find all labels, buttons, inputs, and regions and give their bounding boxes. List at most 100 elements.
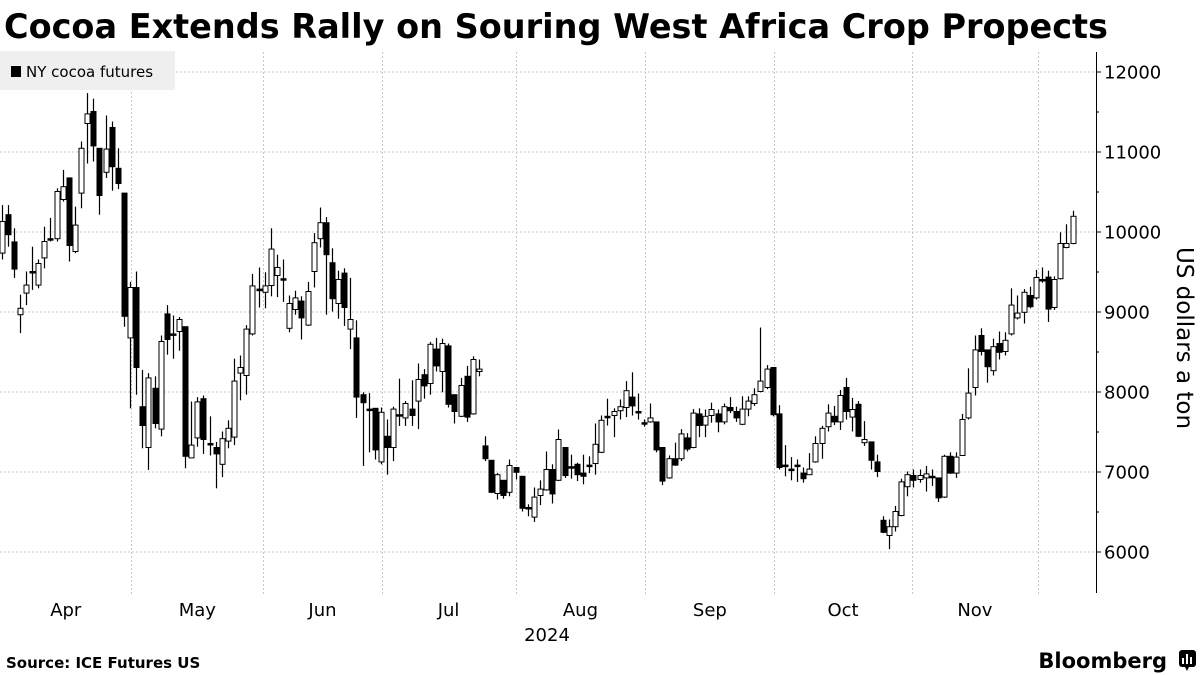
candle — [225, 420, 232, 449]
candle — [96, 147, 103, 215]
candle-body-down — [372, 407, 379, 451]
candle — [757, 327, 764, 393]
candle-body-up — [898, 481, 905, 516]
candle — [611, 408, 618, 438]
candle-body-up — [1033, 277, 1040, 299]
candle — [941, 454, 948, 498]
chart-title: Cocoa Extends Rally on Souring West Afri… — [4, 7, 1108, 47]
candle-body-up — [990, 346, 997, 372]
candle-body-down — [164, 313, 171, 340]
y-tick-label: 12000 — [1104, 63, 1161, 84]
candle — [372, 407, 379, 460]
candle-body-up — [543, 469, 550, 491]
candle-body-up — [812, 443, 819, 463]
brand-name: Bloomberg — [1038, 649, 1167, 673]
candle — [604, 398, 611, 426]
candle — [898, 478, 905, 517]
candle — [531, 487, 538, 522]
candle-body-down — [776, 413, 783, 468]
candle — [1063, 224, 1070, 249]
candle-body-up — [617, 406, 624, 412]
candle — [727, 397, 734, 414]
vertical-gridlines — [131, 52, 1039, 596]
y-axis-title: US dollars a ton — [1171, 247, 1197, 429]
candle — [194, 397, 201, 447]
candle-body-down — [90, 111, 97, 147]
candle — [978, 328, 985, 356]
candle — [1070, 210, 1077, 245]
candle-body-up — [378, 411, 385, 463]
candle — [182, 326, 189, 469]
candle-body-up — [923, 473, 930, 479]
candle-body-up — [1063, 243, 1070, 248]
candle-body-up — [335, 279, 342, 304]
candle — [170, 315, 177, 359]
candle-body-down — [152, 387, 159, 424]
candle — [47, 217, 54, 242]
candle-body-down — [562, 447, 569, 476]
candle — [84, 93, 91, 164]
candle-body-up — [1057, 243, 1064, 280]
candle — [90, 98, 97, 162]
candle-body-up — [292, 297, 299, 310]
candle-body-down — [868, 441, 875, 461]
candle — [451, 394, 458, 424]
candle-body-up — [555, 439, 562, 481]
candle — [598, 415, 605, 454]
candle-body-down — [935, 477, 942, 499]
candle-body-down — [133, 287, 140, 368]
candle — [415, 363, 422, 430]
candle — [341, 268, 348, 326]
candle-body-up — [41, 241, 48, 259]
candle-body-up — [415, 379, 422, 402]
candle-body-up — [592, 443, 599, 464]
candle-body-up — [690, 412, 697, 449]
candle — [439, 338, 446, 393]
x-tick-label: May — [179, 600, 217, 621]
candle — [329, 248, 336, 312]
candle — [396, 378, 403, 426]
candle-body-down — [384, 435, 391, 448]
candle-body-up — [1002, 339, 1009, 352]
candle — [708, 402, 715, 423]
candle-body-down — [788, 468, 795, 472]
candle-body-up — [103, 148, 110, 173]
candle — [733, 406, 740, 422]
x-tick-label: Sep — [693, 600, 727, 621]
candle-body-down — [831, 415, 838, 423]
candle-body-up — [959, 419, 966, 456]
candle-body-down — [641, 422, 648, 425]
candle — [843, 377, 850, 420]
candle-body-up — [708, 409, 715, 416]
candle — [500, 479, 507, 499]
candle — [635, 393, 642, 420]
candle-body-down — [329, 262, 336, 300]
candle — [200, 395, 207, 454]
candle — [127, 281, 134, 409]
candle — [953, 452, 960, 478]
candle-body-down — [1039, 279, 1046, 282]
candle-body-up — [531, 496, 538, 518]
candle-body-up — [721, 406, 728, 423]
candle-body-down — [910, 475, 917, 481]
candle — [923, 465, 930, 492]
candle — [647, 403, 654, 423]
candle — [506, 459, 513, 497]
candle — [702, 409, 709, 438]
candle — [653, 421, 660, 453]
candle — [262, 272, 269, 309]
y-tick-label: 9000 — [1104, 303, 1150, 324]
candle-body-down — [341, 272, 348, 309]
candle — [23, 271, 30, 306]
candle-body-down — [996, 343, 1003, 353]
candle — [745, 396, 752, 417]
candle — [715, 409, 722, 433]
candle — [794, 459, 801, 482]
candle — [133, 271, 140, 395]
candle-body-down — [843, 387, 850, 412]
candle — [812, 436, 819, 463]
candle-body-down — [445, 345, 452, 405]
candle-body-up — [60, 186, 67, 200]
candle-body-up — [702, 415, 709, 426]
candle-body-down — [121, 192, 128, 317]
